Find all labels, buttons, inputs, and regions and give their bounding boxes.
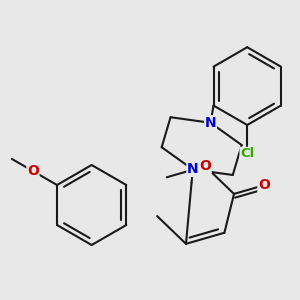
Text: O: O xyxy=(258,178,270,192)
Text: N: N xyxy=(187,162,199,176)
Text: Cl: Cl xyxy=(240,147,254,161)
Text: O: O xyxy=(199,159,211,173)
Text: N: N xyxy=(205,116,216,130)
Text: O: O xyxy=(27,164,39,178)
